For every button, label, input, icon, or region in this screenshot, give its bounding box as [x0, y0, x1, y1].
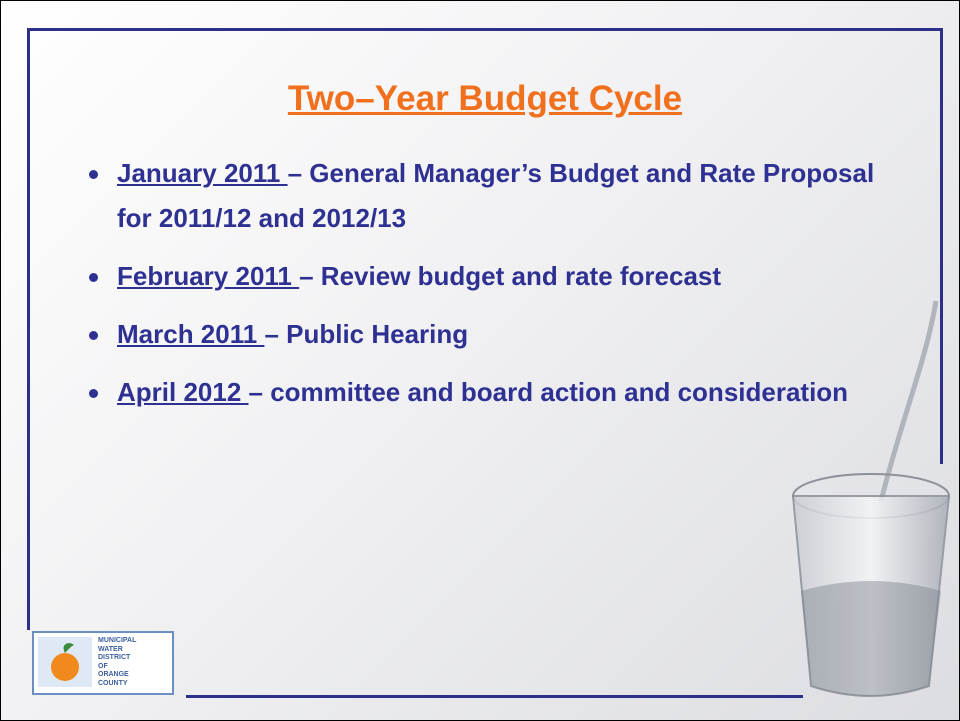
logo-icon: [34, 633, 96, 693]
slide: Two–Year Budget Cycle January 2011 – Gen…: [0, 0, 960, 721]
bullet-date: April 2012: [117, 377, 249, 407]
bullet-date: March 2011: [117, 319, 264, 349]
logo-line: COUNTY: [98, 680, 136, 689]
bullet-item: April 2012 – committee and board action …: [83, 370, 883, 415]
bullet-item: January 2011 – General Manager’s Budget …: [83, 151, 883, 241]
bullet-text: – committee and board action and conside…: [249, 377, 849, 407]
logo-line: WATER: [98, 646, 136, 655]
bullet-text: – Public Hearing: [264, 319, 468, 349]
logo-line: MUNICIPAL: [98, 637, 136, 646]
bullet-date: February 2011: [117, 261, 299, 291]
slide-title: Two–Year Budget Cycle: [1, 79, 960, 119]
bullet-item: February 2011 – Review budget and rate f…: [83, 254, 883, 299]
logo-line: OF: [98, 663, 136, 672]
bullet-date: January 2011: [117, 158, 288, 188]
bullet-list: January 2011 – General Manager’s Budget …: [83, 151, 883, 428]
bullet-text: – Review budget and rate forecast: [299, 261, 721, 291]
bullet-item: March 2011 – Public Hearing: [83, 312, 883, 357]
frame-bottom: [186, 695, 803, 698]
frame-top: [27, 28, 943, 31]
logo-line: DISTRICT: [98, 654, 136, 663]
logo-line: ORANGE: [98, 671, 136, 680]
